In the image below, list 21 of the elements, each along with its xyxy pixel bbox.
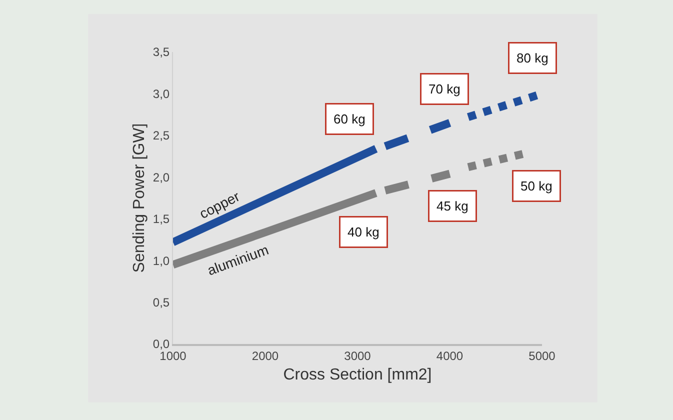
y-tick-label: 1,5: [152, 212, 170, 226]
x-tick-label: 3000: [344, 349, 372, 364]
y-axis-title: Sending Power [GW]: [130, 123, 148, 273]
y-tick-label: 3,0: [152, 86, 170, 101]
y-tick-label: 2,5: [152, 128, 170, 143]
y-tick-label: 2,0: [152, 170, 170, 184]
annotation: 50 kg: [520, 178, 552, 194]
x-tick-label: 1000: [160, 349, 187, 364]
x-tick-label: 2000: [252, 349, 279, 364]
x-tick-label: 5000: [528, 349, 556, 364]
x-axis-title: Cross Section [mm2]: [283, 366, 432, 384]
y-tick-label: 0,5: [152, 295, 170, 310]
annotation: 45 kg: [436, 198, 468, 214]
annotation: 80 kg: [516, 50, 548, 66]
annotation: 60 kg: [334, 112, 366, 126]
y-tick-label: 1,0: [152, 254, 170, 268]
annotation: 40 kg: [348, 224, 380, 240]
annotation: 70 kg: [428, 82, 460, 96]
x-tick-label: 4000: [436, 349, 464, 364]
y-tick-label: 3,5: [152, 45, 170, 60]
y-tick-label: 0,0: [152, 337, 170, 352]
